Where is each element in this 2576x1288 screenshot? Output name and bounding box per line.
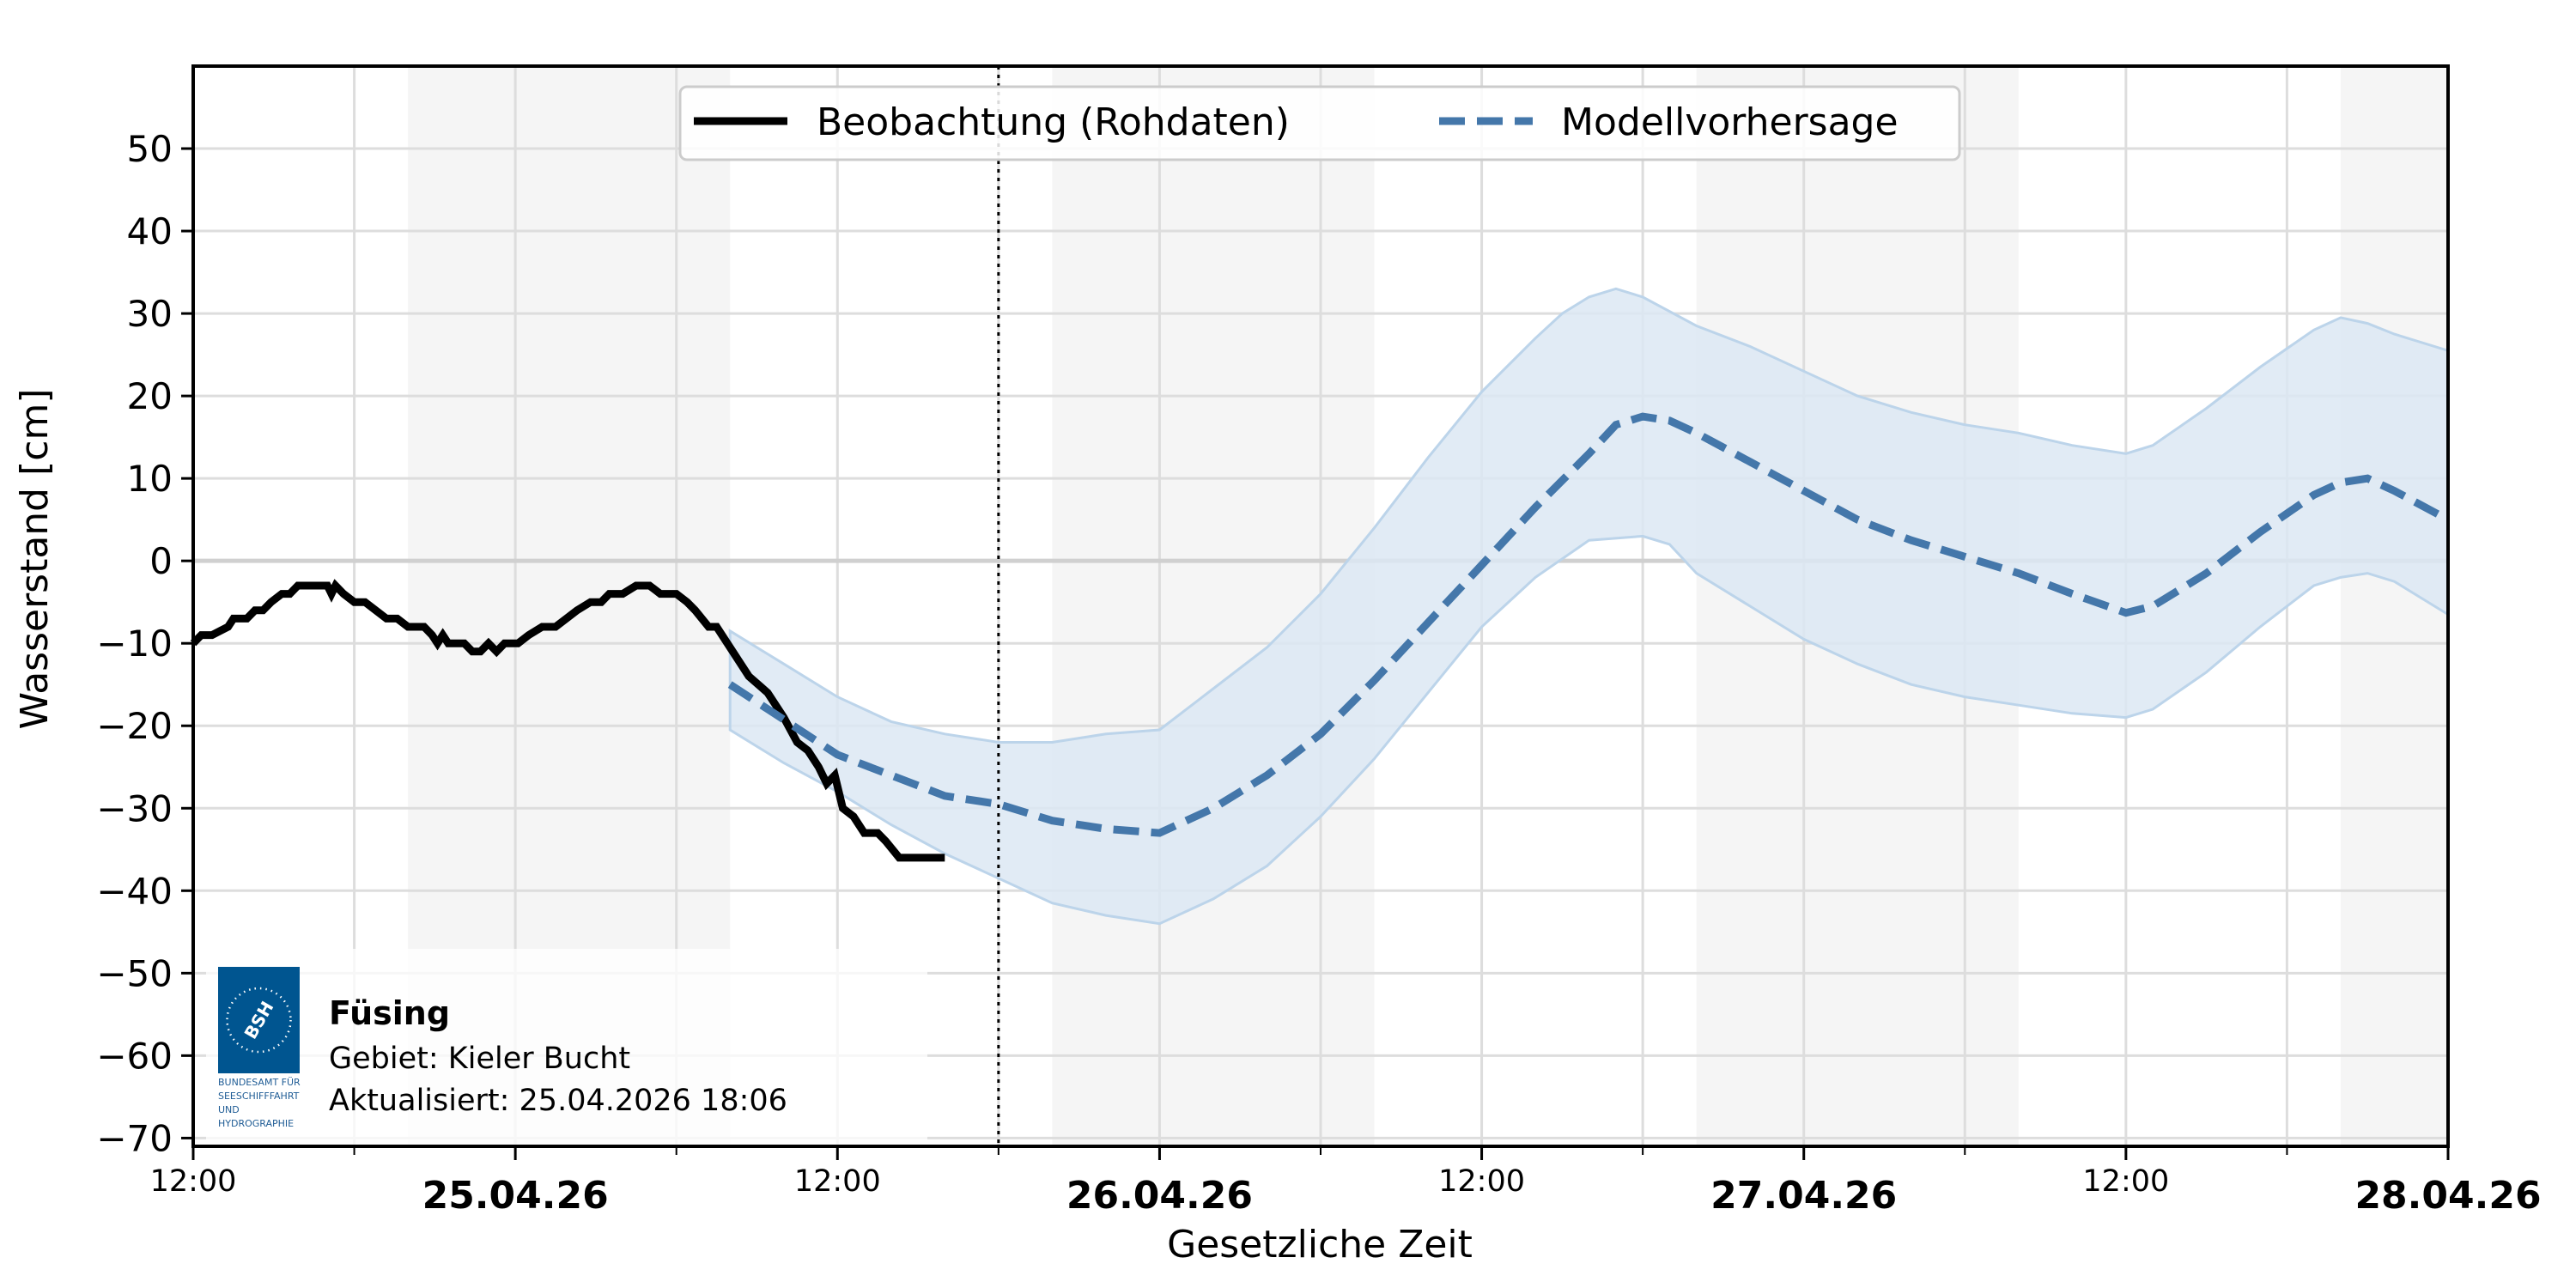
y-axis-ticks: 50 40 30 20 10 0 −10 −20 −30 −40 −50 −60 −70	[96, 128, 193, 1159]
x-date-label: 26.04.26	[1066, 1174, 1253, 1218]
y-tick-label: 30	[127, 293, 173, 335]
night-shade-band	[2340, 66, 2448, 1146]
y-tick-label: 40	[127, 210, 173, 252]
y-tick-label: −20	[96, 705, 173, 747]
bsh-logo-line-4: HYDROGRAPHIE	[218, 1118, 294, 1129]
x-axis-ticks: 12:00 25.04.26 12:00 26.04.26 12:00 27.04.26 1…	[150, 1146, 2542, 1218]
station-area: Gebiet: Kieler Bucht	[329, 1042, 630, 1076]
plot-area	[190, 66, 2451, 1146]
x-time-label: 12:00	[1438, 1164, 1525, 1199]
observation-line	[190, 579, 945, 862]
legend-box	[678, 85, 1961, 161]
forecast-legend-label: Modellvorhersage	[1561, 100, 1899, 144]
station-name: Füsing	[329, 994, 450, 1032]
y-tick-label: −50	[96, 952, 173, 994]
info-box-background	[206, 949, 927, 1145]
observation-legend-label: Beobachtung (Rohdaten)	[817, 100, 1290, 144]
x-time-label: 12:00	[150, 1164, 237, 1199]
y-tick-label: 50	[127, 128, 173, 170]
y-tick-label: −60	[96, 1035, 173, 1077]
y-axis-label: Wasserstand [cm]	[13, 389, 57, 730]
forecast-line	[727, 412, 2451, 837]
legend: Beobachtung (Rohdaten) Modellvorhersage	[678, 85, 1961, 161]
bsh-logo-dotted-circle	[226, 987, 292, 1054]
last-updated: Aktualisiert: 25.04.2026 18:06	[329, 1084, 787, 1118]
x-time-label: 12:00	[794, 1164, 881, 1199]
y-tick-label: −40	[96, 870, 173, 912]
y-tick-label: 10	[127, 458, 173, 500]
bsh-logo-line-3: UND	[218, 1104, 240, 1115]
bsh-logo-line-2: SEESCHIFFFAHRT	[218, 1091, 300, 1102]
x-time-label: 12:00	[2082, 1164, 2169, 1199]
x-date-label: 28.04.26	[2354, 1174, 2541, 1218]
bsh-logo-square	[218, 967, 300, 1073]
y-tick-label: 20	[127, 375, 173, 417]
y-tick-label: −30	[96, 787, 173, 829]
y-tick-label: −10	[96, 623, 173, 665]
bsh-logo: BSH BUNDESAMT FÜR SEESCHIFFFAHRT UND HYD…	[218, 967, 301, 1129]
x-axis-label: Gesetzliche Zeit	[1167, 1223, 1473, 1267]
x-date-label: 27.04.26	[1710, 1174, 1897, 1218]
y-tick-label: 0	[149, 540, 173, 582]
bsh-logo-line-1: BUNDESAMT FÜR	[218, 1077, 301, 1088]
x-date-label: 25.04.26	[422, 1174, 609, 1218]
y-tick-label: −70	[96, 1117, 173, 1159]
station-info-box: BSH BUNDESAMT FÜR SEESCHIFFFAHRT UND HYD…	[206, 949, 927, 1145]
